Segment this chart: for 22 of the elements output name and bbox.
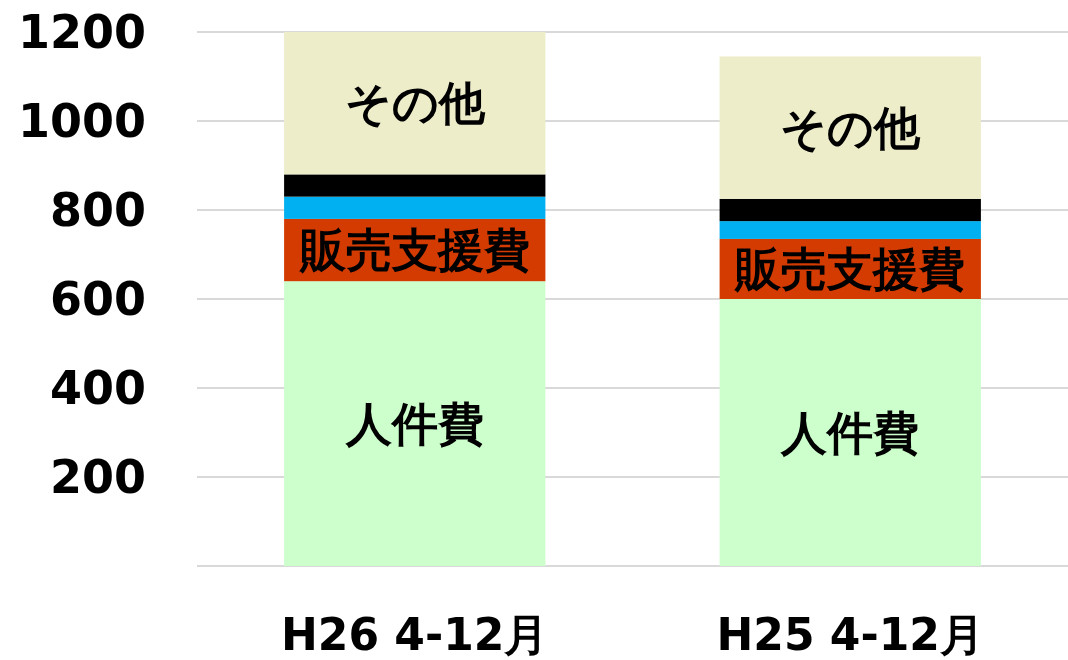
y-tick-label: 800 — [49, 183, 146, 237]
bar — [719, 198, 981, 222]
x-tick-label: H26 4-12月 — [281, 609, 549, 660]
y-tick-label: 1200 — [17, 5, 146, 59]
y-tick-label: 400 — [49, 361, 146, 415]
series-label: その他 — [780, 100, 922, 155]
series-label: 販売支援費 — [734, 241, 966, 296]
text: 人件費 — [781, 405, 920, 460]
series-label: 人件費 — [344, 396, 484, 451]
x-tick-label: H25 4-12月 — [716, 609, 984, 660]
bar — [719, 299, 981, 566]
bar — [284, 281, 546, 566]
bar — [284, 174, 546, 197]
y-tick-label: 1000 — [17, 94, 146, 148]
bar — [719, 56, 981, 199]
y-tick-label: 200 — [49, 450, 146, 504]
text: 販売支援費 — [299, 223, 530, 278]
bar — [719, 221, 981, 239]
bar — [284, 196, 546, 219]
text: その他 — [344, 76, 485, 131]
bar — [284, 32, 546, 175]
y-tick-label: 600 — [49, 272, 146, 326]
